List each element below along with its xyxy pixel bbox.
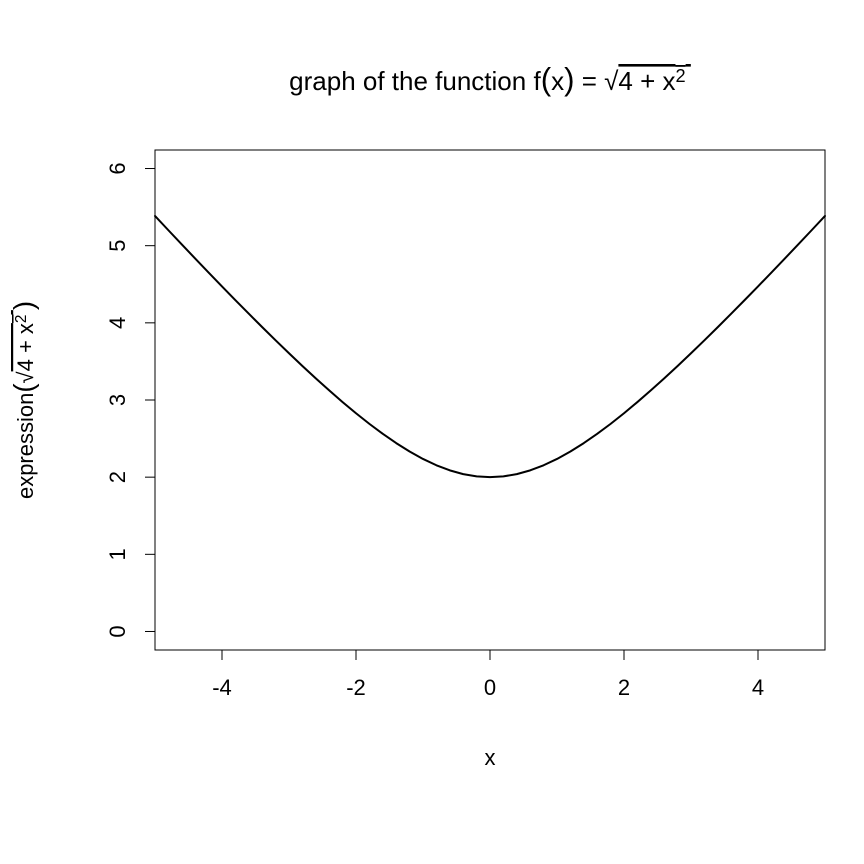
- svg-text:expression(√4 + x2 ): expression(√4 + x2 ): [8, 301, 39, 499]
- chart-container: -4 -2 0 2 4 0 1 2 3 4 5 6 x expression(√4 + x2 ) graph…: [0, 0, 864, 864]
- chart-title: graph of the function f(x) = √4 + x2: [289, 62, 691, 97]
- y-tick-label: 4: [105, 317, 130, 329]
- y-tick-label: 0: [105, 625, 130, 637]
- function-plot: -4 -2 0 2 4 0 1 2 3 4 5 6 x expression(√4 + x2 ) graph…: [0, 0, 864, 864]
- y-tick-label: 3: [105, 394, 130, 406]
- x-tick-label: 0: [484, 675, 496, 700]
- x-axis-title: x: [485, 745, 496, 770]
- y-tick-label: 5: [105, 240, 130, 252]
- y-tick-label: 1: [105, 548, 130, 560]
- x-tick-label: -4: [212, 675, 232, 700]
- y-tick-label: 2: [105, 471, 130, 483]
- x-tick-label: 4: [752, 675, 764, 700]
- chart-background: [0, 0, 864, 864]
- y-tick-label: 6: [105, 162, 130, 174]
- y-axis-title: expression(√4 + x2 ): [8, 301, 39, 499]
- x-tick-label: 2: [618, 675, 630, 700]
- x-tick-label: -2: [346, 675, 366, 700]
